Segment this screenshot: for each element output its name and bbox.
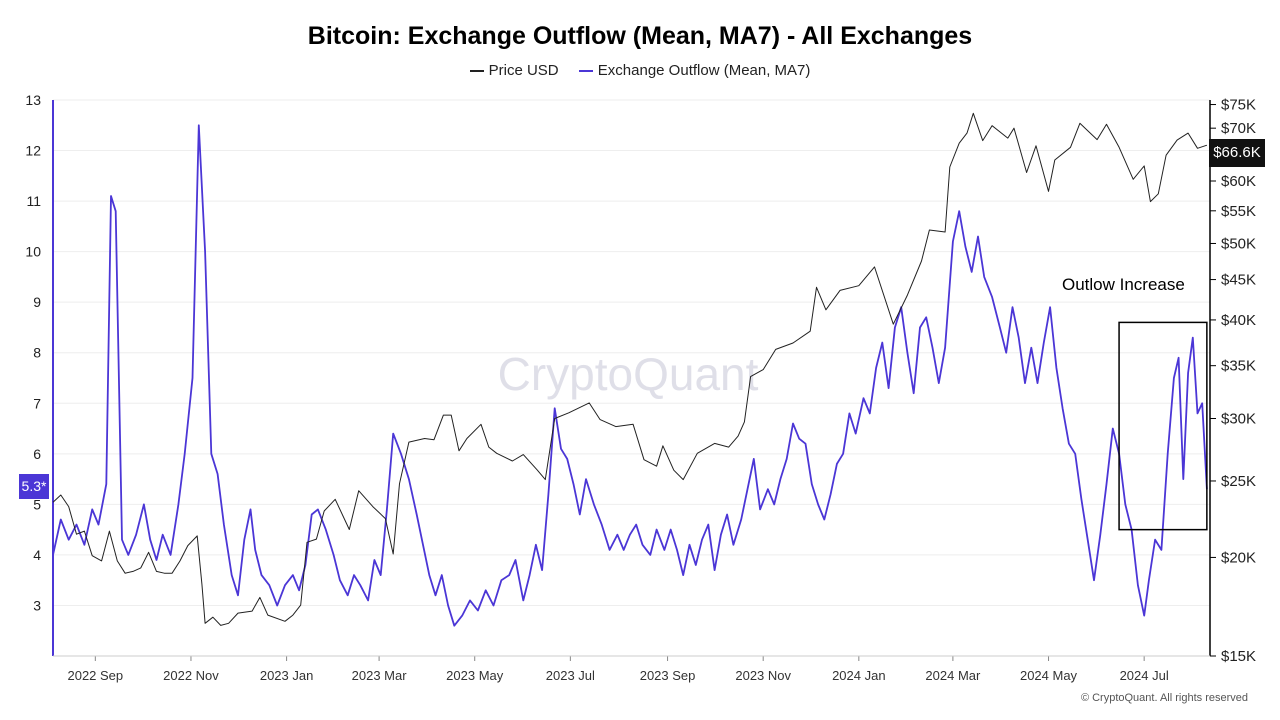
y-right-tick-label: $60K [1221, 173, 1256, 190]
copyright: © CryptoQuant. All rights reserved [1080, 692, 1248, 704]
watermark: CryptoQuant [498, 348, 759, 400]
legend-swatch-price [469, 70, 484, 73]
y-right-tick-label: $55K [1221, 203, 1256, 220]
x-tick-label: 2024 Jul [1120, 668, 1169, 683]
x-tick-label: 2023 Jul [546, 668, 595, 683]
x-tick-label: 2022 Sep [67, 668, 123, 683]
y-left-tick-label: 11 [26, 193, 41, 209]
y-left-tick-label: 4 [33, 547, 41, 563]
series-line-price-usd [52, 112, 1208, 626]
current-outflow-badge: 5.3* [19, 474, 49, 499]
y-left-tick-label: 8 [33, 345, 41, 361]
highlight-layer [1118, 321, 1208, 531]
y-right-tick-label: $75K [1221, 97, 1256, 114]
current-price-badge: $66.6K [1209, 139, 1265, 167]
y-left-tick-label: 10 [25, 244, 41, 260]
y-right-tick-label: $35K [1221, 358, 1256, 375]
series-line-exchange-outflow [52, 124, 1208, 627]
x-tick-label: 2023 Mar [352, 668, 408, 683]
y-left-tick-label: 5 [33, 496, 41, 512]
legend-item-price[interactable]: Price USD [469, 62, 559, 79]
x-tick-label: 2023 Jan [260, 668, 314, 683]
y-right-tick-label: $15K [1221, 648, 1256, 665]
x-tick-label: 2024 May [1020, 668, 1078, 683]
y-right-tick-label: $50K [1221, 235, 1256, 252]
axes: 3 4 5 6 7 8 9 10 11 12 13 $15K $20K $25K $30K $35K $40K $… [25, 92, 1256, 683]
y-right-tick-label: $30K [1221, 410, 1256, 427]
y-left-tick-label: 6 [33, 446, 41, 462]
x-tick-label: 2023 Nov [735, 668, 791, 683]
legend-item-outflow[interactable]: Exchange Outflow (Mean, MA7) [578, 62, 811, 79]
legend: Price USD Exchange Outflow (Mean, MA7) [0, 62, 1280, 79]
y-right-tick-label: $40K [1221, 312, 1256, 329]
x-tick-label: 2023 Sep [640, 668, 696, 683]
y-right-tick-label: $25K [1221, 473, 1256, 490]
legend-label-outflow: Exchange Outflow (Mean, MA7) [597, 62, 811, 79]
highlight-box [1118, 321, 1208, 531]
y-left-tick-label: 9 [33, 294, 41, 310]
x-tick-label: 2022 Nov [163, 668, 219, 683]
annotation-outflow-increase: Outlow Increase [1062, 275, 1185, 294]
legend-label-price: Price USD [488, 62, 559, 79]
x-tick-label: 2024 Mar [925, 668, 981, 683]
y-left-tick-label: 13 [25, 92, 41, 108]
y-right-tick-label: $70K [1221, 120, 1256, 137]
gridlines [53, 99, 1210, 606]
y-right-tick-label: $20K [1221, 549, 1256, 566]
legend-swatch-outflow [578, 70, 593, 73]
x-tick-label: 2024 Jan [832, 668, 886, 683]
x-tick-label: 2023 May [446, 668, 504, 683]
chart-title: Bitcoin: Exchange Outflow (Mean, MA7) - … [307, 22, 973, 50]
series-lines [52, 112, 1208, 627]
y-left-tick-label: 3 [33, 597, 41, 613]
y-left-tick-label: 7 [33, 395, 41, 411]
y-left-tick-label: 12 [25, 143, 41, 159]
y-right-tick-label: $45K [1221, 272, 1256, 289]
